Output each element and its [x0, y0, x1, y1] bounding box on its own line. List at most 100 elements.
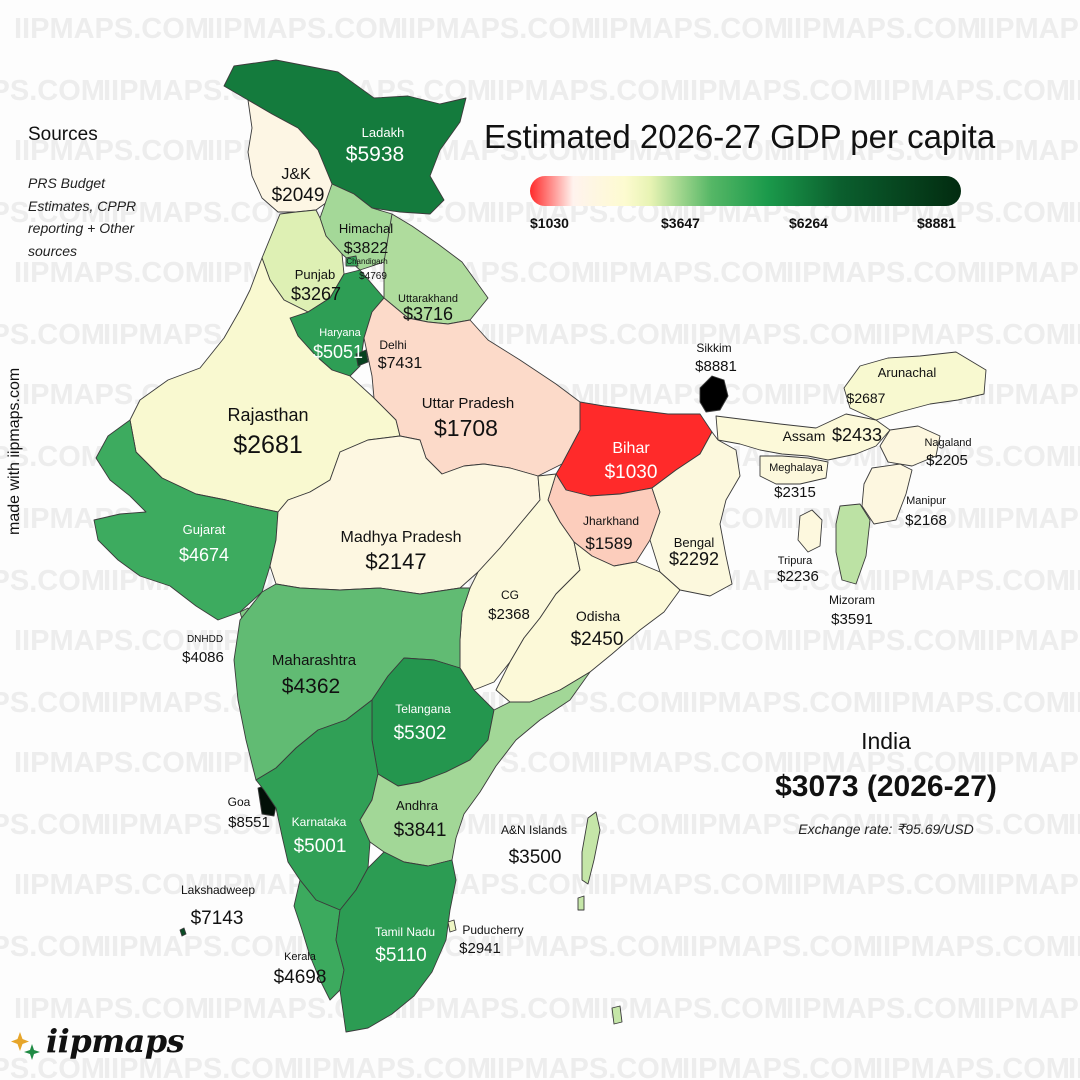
region-value-tripura: $2236	[777, 568, 819, 585]
region-value-karnataka: $5001	[294, 836, 347, 857]
exchange-rate: Exchange rate: ₹95.69/USD	[798, 821, 974, 837]
region-value-kerala: $4698	[274, 967, 327, 988]
region-an_islands	[577, 811, 623, 1025]
region-value-jk: $2049	[272, 185, 325, 206]
national-value: $3073 (2026-27)	[775, 770, 997, 803]
region-name-maharashtra: Maharashtra	[272, 652, 357, 669]
region-name-an_islands: A&N Islands	[501, 823, 567, 837]
region-value-sikkim: $8881	[695, 358, 737, 375]
sparkle-icon	[11, 1032, 40, 1060]
region-value-odisha: $2450	[571, 629, 624, 650]
region-value-meghalaya: $2315	[774, 484, 816, 501]
region-name-meghalaya: Meghalaya	[769, 462, 824, 474]
region-name-tamil_nadu: Tamil Nadu	[375, 925, 435, 939]
region-name-assam: Assam	[783, 428, 826, 444]
region-value-dnhdd: $4086	[182, 649, 224, 666]
legend-tick-min: $1030	[530, 215, 569, 231]
region-value-punjab: $3267	[291, 284, 341, 304]
region-value-manipur: $2168	[905, 512, 947, 529]
region-tripura	[797, 509, 823, 553]
region-value-haryana: $5051	[313, 342, 363, 362]
map-title: Estimated 2026-27 GDP per capita	[484, 118, 996, 155]
region-value-mp: $2147	[365, 549, 426, 574]
region-value-delhi: $7431	[378, 355, 423, 372]
region-labels: Ladakh $5938 J&K $2049 Himachal $3822Chandiga…	[179, 125, 972, 988]
region-name-lakshadweep: Lakshadweep	[181, 883, 255, 897]
region-name-goa: Goa	[228, 795, 251, 809]
region-sikkim	[699, 375, 729, 413]
sources-heading: Sources	[28, 124, 98, 145]
region-nagaland	[879, 425, 941, 467]
region-name-puducherry: Puducherry	[462, 923, 523, 937]
logo-wordmark: iipmaps	[46, 1022, 185, 1060]
region-value-ladakh: $5938	[346, 143, 404, 166]
region-name-ladakh: Ladakh	[362, 125, 405, 140]
region-name-jharkhand: Jharkhand	[583, 514, 639, 528]
region-kerala	[293, 879, 345, 1001]
region-name-kerala: Kerala	[284, 951, 317, 963]
sources-body: PRS Budget Estimates, CPPR reporting + O…	[28, 175, 137, 259]
region-name-telangana: Telangana	[395, 702, 451, 716]
region-mizoram	[835, 503, 871, 585]
region-name-up: Uttar Pradesh	[422, 395, 515, 412]
region-name-mizoram: Mizoram	[829, 593, 875, 607]
region-value-bihar: $1030	[605, 462, 658, 483]
legend-tick-max: $8881	[917, 215, 956, 231]
region-value-bengal: $2292	[669, 549, 719, 569]
region-name-nagaland: Nagaland	[924, 437, 971, 449]
region-value-goa: $8551	[228, 814, 270, 831]
region-shapes	[93, 59, 987, 1033]
region-value-uttarakhand: $3716	[403, 304, 453, 324]
region-chandigarh	[345, 255, 359, 267]
region-name-gujarat: Gujarat	[183, 522, 226, 537]
region-name-chandigarh: Chandigarh	[346, 257, 387, 266]
region-name-delhi: Delhi	[379, 338, 406, 352]
region-value-andhra: $3841	[394, 820, 447, 841]
region-name-rajasthan: Rajasthan	[227, 405, 308, 425]
region-name-bengal: Bengal	[674, 535, 715, 550]
region-value-nagaland: $2205	[926, 452, 968, 469]
region-gujarat	[93, 419, 279, 621]
legend-tick-3: $6264	[789, 215, 828, 231]
legend-colorbar	[530, 176, 961, 206]
region-value-puducherry: $2941	[459, 940, 501, 957]
region-name-mp: Madhya Pradesh	[341, 529, 462, 546]
region-value-mizoram: $3591	[831, 611, 873, 628]
region-name-bihar: Bihar	[612, 440, 650, 457]
region-value-himachal: $3822	[344, 240, 389, 257]
region-value-lakshadweep: $7143	[191, 908, 244, 929]
region-value-gujarat: $4674	[179, 545, 229, 565]
region-manipur	[861, 463, 913, 525]
region-bengal	[649, 431, 741, 597]
national-name: India	[861, 728, 911, 754]
region-lakshadweep	[179, 927, 187, 937]
region-assam	[715, 413, 891, 461]
region-value-chandigarh: $4769	[359, 271, 387, 282]
region-meghalaya	[759, 455, 829, 485]
region-value-tamil_nadu: $5110	[375, 945, 426, 966]
region-name-karnataka: Karnataka	[292, 815, 347, 829]
region-name-punjab: Punjab	[295, 267, 335, 282]
region-puducherry	[447, 919, 457, 933]
region-name-tripura: Tripura	[778, 555, 813, 567]
region-value-rajasthan: $2681	[233, 431, 303, 459]
region-delhi	[355, 349, 369, 367]
region-name-odisha: Odisha	[576, 608, 621, 624]
region-value-an_islands: $3500	[509, 847, 562, 868]
region-name-arunachal: Arunachal	[878, 365, 937, 380]
iipmaps-logo: iipmaps	[10, 1022, 200, 1066]
region-name-jk: J&K	[281, 166, 311, 183]
region-name-sikkim: Sikkim	[696, 341, 731, 355]
region-value-maharashtra: $4362	[282, 675, 340, 698]
region-tamil_nadu	[335, 851, 457, 1033]
region-name-uttarakhand: Uttarakhand	[398, 293, 458, 305]
region-name-haryana: Haryana	[319, 327, 361, 339]
region-value-assam: $2433	[832, 425, 882, 445]
region-value-arunachal: $2687	[847, 390, 886, 406]
region-value-cg: $2368	[488, 606, 530, 623]
region-name-andhra: Andhra	[396, 798, 439, 813]
region-name-dnhdd: DNHDD	[187, 634, 223, 645]
region-name-cg: CG	[501, 588, 519, 602]
